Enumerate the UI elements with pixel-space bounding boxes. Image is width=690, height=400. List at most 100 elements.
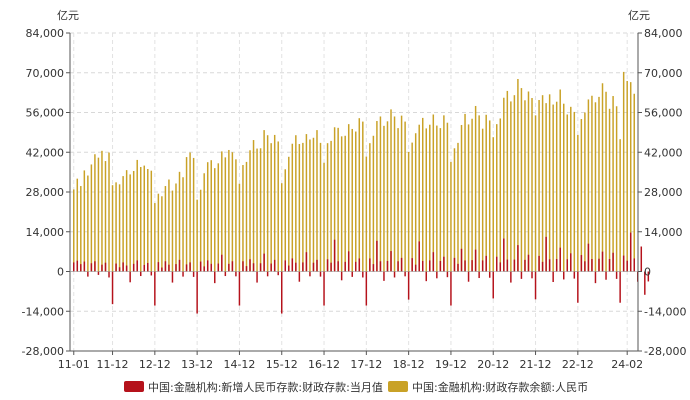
new-deposit-bar bbox=[608, 259, 611, 272]
new-deposit-bar bbox=[527, 254, 530, 272]
balance-bar bbox=[90, 164, 93, 272]
balance-bar bbox=[503, 97, 505, 272]
new-deposit-bar bbox=[217, 263, 220, 272]
balance-bar bbox=[76, 178, 79, 272]
balance-bar bbox=[598, 96, 600, 272]
new-deposit-bar bbox=[150, 271, 153, 276]
new-deposit-bar bbox=[224, 271, 227, 277]
y-tick-label-left: 28,000 bbox=[26, 186, 65, 199]
balance-bar bbox=[242, 165, 244, 272]
new-deposit-bar bbox=[185, 264, 188, 272]
new-deposit-bar bbox=[252, 263, 255, 272]
new-deposit-bar bbox=[83, 261, 86, 272]
new-deposit-bar bbox=[629, 232, 632, 272]
new-deposit-bar bbox=[647, 271, 650, 282]
new-deposit-bar bbox=[266, 271, 269, 277]
new-deposit-bar bbox=[323, 271, 325, 306]
new-deposit-bar bbox=[94, 261, 96, 272]
new-deposit-bar bbox=[298, 271, 301, 282]
balance-bar bbox=[115, 182, 117, 272]
balance-bar bbox=[305, 134, 308, 272]
balance-bar bbox=[407, 151, 410, 272]
new-deposit-bar bbox=[189, 262, 191, 272]
new-deposit-bar bbox=[90, 263, 93, 272]
y-tick-label-right: 42,000 bbox=[644, 146, 683, 159]
balance-bar bbox=[157, 193, 160, 272]
new-deposit-bar bbox=[76, 260, 79, 272]
x-tick-label: 17-12 bbox=[350, 358, 382, 371]
balance-bar bbox=[161, 196, 163, 272]
balance-bar bbox=[390, 109, 392, 272]
balance-bar bbox=[450, 161, 452, 272]
new-deposit-bar bbox=[192, 271, 195, 277]
new-deposit-bar bbox=[488, 271, 491, 278]
balance-bar bbox=[605, 91, 607, 272]
new-deposit-bar bbox=[534, 271, 537, 300]
balance-bar bbox=[347, 124, 350, 272]
balance-bar bbox=[199, 189, 202, 272]
new-deposit-bar bbox=[570, 253, 572, 272]
balance-bar bbox=[488, 120, 491, 272]
new-deposit-bar bbox=[147, 262, 149, 272]
y-tick-label-right: 84,000 bbox=[644, 27, 683, 40]
new-deposit-bar bbox=[513, 259, 516, 272]
new-deposit-bar bbox=[154, 271, 156, 306]
new-deposit-bar bbox=[168, 264, 170, 272]
new-deposit-bar bbox=[175, 264, 177, 272]
balance-bar bbox=[111, 185, 114, 272]
balance-bar bbox=[386, 121, 389, 272]
new-deposit-bar bbox=[562, 271, 565, 280]
balance-bar bbox=[228, 149, 230, 272]
balance-bar bbox=[601, 83, 604, 272]
new-deposit-bar bbox=[436, 271, 438, 279]
new-deposit-bar bbox=[125, 265, 128, 272]
balance-bar bbox=[340, 136, 343, 272]
balance-bar bbox=[298, 144, 301, 272]
balance-bar bbox=[97, 157, 100, 272]
balance-bar bbox=[245, 161, 248, 272]
balance-bar bbox=[263, 130, 265, 272]
new-deposit-bar bbox=[407, 271, 410, 300]
new-deposit-bar bbox=[390, 251, 392, 272]
balance-bar bbox=[83, 170, 86, 272]
balance-bar bbox=[108, 152, 110, 272]
balance-bar bbox=[531, 98, 533, 272]
balance-bar bbox=[478, 115, 480, 272]
balance-bar bbox=[288, 156, 290, 272]
balance-bar bbox=[524, 100, 526, 272]
balance-bar bbox=[534, 115, 537, 272]
balance-bar bbox=[548, 94, 551, 272]
new-deposit-bar bbox=[284, 260, 287, 272]
balance-bar bbox=[562, 103, 565, 272]
balance-bar bbox=[379, 116, 382, 272]
x-tick-label: 18-12 bbox=[393, 358, 425, 371]
balance-bar bbox=[552, 104, 554, 272]
x-tick-label: 20-12 bbox=[477, 358, 509, 371]
new-deposit-bar bbox=[510, 271, 512, 283]
balance-bar bbox=[541, 95, 544, 272]
balance-bar bbox=[376, 121, 378, 272]
balance-bar bbox=[587, 99, 590, 272]
balance-bar bbox=[566, 114, 569, 272]
balance-bar bbox=[400, 115, 403, 272]
x-tick-label: 22-12 bbox=[562, 358, 594, 371]
new-deposit-bar bbox=[104, 262, 107, 272]
balance-bar bbox=[326, 143, 329, 272]
balance-bar bbox=[608, 108, 611, 272]
new-deposit-bar bbox=[467, 271, 470, 282]
balance-bar bbox=[302, 142, 304, 272]
new-deposit-bar bbox=[157, 262, 160, 272]
balance-bar bbox=[520, 88, 523, 272]
new-deposit-bar bbox=[474, 249, 477, 272]
balance-bar bbox=[559, 89, 561, 272]
new-deposit-bar bbox=[425, 271, 428, 282]
y-tick-label-left: 0 bbox=[57, 266, 64, 279]
new-deposit-bar bbox=[139, 271, 142, 277]
balance-bar bbox=[414, 133, 417, 272]
balance-bar bbox=[132, 170, 135, 272]
new-deposit-bar bbox=[429, 260, 431, 272]
balance-bar bbox=[527, 91, 530, 272]
balance-bar bbox=[633, 93, 635, 272]
balance-bar bbox=[333, 127, 336, 272]
new-deposit-bar bbox=[418, 241, 420, 272]
